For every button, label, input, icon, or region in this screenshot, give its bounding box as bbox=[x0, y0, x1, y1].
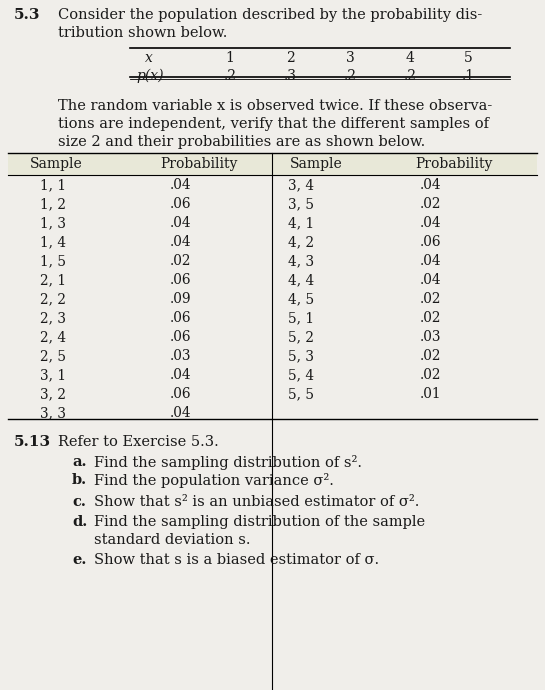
Text: 5, 3: 5, 3 bbox=[288, 349, 314, 363]
Text: .04: .04 bbox=[420, 273, 441, 287]
Text: 2, 2: 2, 2 bbox=[40, 292, 66, 306]
Text: 4, 1: 4, 1 bbox=[288, 216, 314, 230]
Text: c.: c. bbox=[72, 495, 86, 509]
Text: .03: .03 bbox=[420, 330, 441, 344]
Text: 2, 4: 2, 4 bbox=[40, 330, 66, 344]
Text: 4, 5: 4, 5 bbox=[288, 292, 314, 306]
Text: .2: .2 bbox=[223, 69, 237, 83]
Text: x: x bbox=[145, 51, 153, 65]
Text: 3, 1: 3, 1 bbox=[40, 368, 66, 382]
Text: 5, 4: 5, 4 bbox=[288, 368, 314, 382]
Text: .04: .04 bbox=[170, 235, 192, 249]
Text: Find the population variance σ².: Find the population variance σ². bbox=[94, 473, 334, 488]
Text: .2: .2 bbox=[403, 69, 416, 83]
Text: 3, 4: 3, 4 bbox=[288, 178, 314, 192]
Text: Show that s is a biased estimator of σ.: Show that s is a biased estimator of σ. bbox=[94, 553, 379, 567]
Text: Sample: Sample bbox=[30, 157, 83, 171]
Text: The random variable x is observed twice. If these observa-: The random variable x is observed twice.… bbox=[58, 99, 492, 113]
Text: 3: 3 bbox=[346, 51, 354, 65]
Text: Sample: Sample bbox=[290, 157, 343, 171]
Text: 1, 5: 1, 5 bbox=[40, 254, 66, 268]
Text: tribution shown below.: tribution shown below. bbox=[58, 26, 227, 40]
Text: 2, 5: 2, 5 bbox=[40, 349, 66, 363]
Text: 2, 1: 2, 1 bbox=[40, 273, 66, 287]
Text: 1: 1 bbox=[226, 51, 234, 65]
Text: 3, 5: 3, 5 bbox=[288, 197, 314, 211]
Text: .04: .04 bbox=[170, 368, 192, 382]
Text: 4, 3: 4, 3 bbox=[288, 254, 314, 268]
Text: .06: .06 bbox=[170, 311, 191, 325]
Text: 4: 4 bbox=[405, 51, 414, 65]
Text: d.: d. bbox=[72, 515, 87, 529]
Text: .04: .04 bbox=[170, 178, 192, 192]
Text: .03: .03 bbox=[170, 349, 191, 363]
Text: .04: .04 bbox=[420, 216, 441, 230]
Text: .04: .04 bbox=[170, 216, 192, 230]
Text: .04: .04 bbox=[170, 406, 192, 420]
Text: .01: .01 bbox=[420, 387, 441, 401]
Text: 5: 5 bbox=[464, 51, 473, 65]
Text: 3, 3: 3, 3 bbox=[40, 406, 66, 420]
Text: Consider the population described by the probability dis-: Consider the population described by the… bbox=[58, 8, 482, 22]
Text: standard deviation s.: standard deviation s. bbox=[94, 533, 251, 547]
Text: b.: b. bbox=[72, 473, 87, 487]
Text: .06: .06 bbox=[170, 197, 191, 211]
Text: 1, 4: 1, 4 bbox=[40, 235, 66, 249]
Text: .02: .02 bbox=[170, 254, 191, 268]
Text: .04: .04 bbox=[420, 254, 441, 268]
Text: tions are independent, verify that the different samples of: tions are independent, verify that the d… bbox=[58, 117, 489, 131]
Text: 5, 1: 5, 1 bbox=[288, 311, 314, 325]
Text: .02: .02 bbox=[420, 349, 441, 363]
Bar bbox=[8, 153, 537, 175]
Text: 2: 2 bbox=[286, 51, 294, 65]
Text: .06: .06 bbox=[170, 330, 191, 344]
Text: .3: .3 bbox=[283, 69, 296, 83]
Text: 5, 5: 5, 5 bbox=[288, 387, 314, 401]
Text: Find the sampling distribution of s².: Find the sampling distribution of s². bbox=[94, 455, 362, 470]
Text: .02: .02 bbox=[420, 292, 441, 306]
Text: .06: .06 bbox=[420, 235, 441, 249]
Text: 3, 2: 3, 2 bbox=[40, 387, 66, 401]
Text: .02: .02 bbox=[420, 197, 441, 211]
Text: e.: e. bbox=[72, 553, 86, 567]
Text: .02: .02 bbox=[420, 311, 441, 325]
Text: 1, 3: 1, 3 bbox=[40, 216, 66, 230]
Text: Probability: Probability bbox=[160, 157, 238, 171]
Text: 1, 1: 1, 1 bbox=[40, 178, 66, 192]
Text: .04: .04 bbox=[420, 178, 441, 192]
Text: .02: .02 bbox=[420, 368, 441, 382]
Text: Refer to Exercise 5.3.: Refer to Exercise 5.3. bbox=[58, 435, 219, 449]
Text: 1, 2: 1, 2 bbox=[40, 197, 66, 211]
Text: Find the sampling distribution of the sample: Find the sampling distribution of the sa… bbox=[94, 515, 425, 529]
Text: .06: .06 bbox=[170, 387, 191, 401]
Text: .06: .06 bbox=[170, 273, 191, 287]
Text: 4, 4: 4, 4 bbox=[288, 273, 314, 287]
Text: 2, 3: 2, 3 bbox=[40, 311, 66, 325]
Text: 4, 2: 4, 2 bbox=[288, 235, 314, 249]
Text: size 2 and their probabilities are as shown below.: size 2 and their probabilities are as sh… bbox=[58, 135, 425, 149]
Text: 5, 2: 5, 2 bbox=[288, 330, 314, 344]
Text: .2: .2 bbox=[343, 69, 356, 83]
Text: a.: a. bbox=[72, 455, 87, 469]
Text: 5.3: 5.3 bbox=[14, 8, 40, 22]
Text: 5.13: 5.13 bbox=[14, 435, 51, 449]
Text: Show that s² is an unbiased estimator of σ².: Show that s² is an unbiased estimator of… bbox=[94, 495, 419, 509]
Text: Probability: Probability bbox=[415, 157, 492, 171]
Text: .09: .09 bbox=[170, 292, 192, 306]
Text: p(x): p(x) bbox=[136, 69, 164, 83]
Text: .1: .1 bbox=[462, 69, 475, 83]
